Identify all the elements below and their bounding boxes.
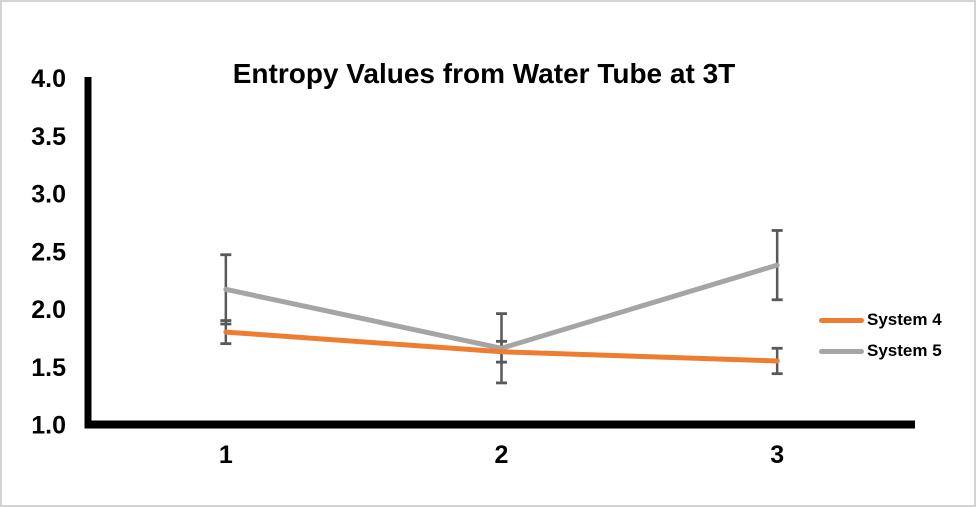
- y-tick-label: 2.5: [31, 238, 66, 266]
- legend-item-system-5: System 5: [819, 340, 942, 362]
- legend-item-system-4: System 4: [819, 309, 942, 331]
- series-line-system-4: [223, 329, 780, 364]
- y-tick-label: 1.5: [31, 354, 66, 382]
- y-tick-label: 2.0: [31, 296, 66, 324]
- legend-label-system-4: System 4: [867, 310, 942, 329]
- legend-label-system-5: System 5: [867, 341, 942, 360]
- x-tick-label: 1: [219, 441, 233, 469]
- y-tick-label: 3.5: [31, 123, 66, 151]
- x-tick-label: 3: [770, 441, 784, 469]
- legend-swatch-system-4-icon: [819, 317, 864, 323]
- y-tick-label: 4.0: [31, 65, 66, 93]
- series-line-system-5: [223, 262, 780, 351]
- y-tick-label: 3.0: [31, 181, 66, 209]
- legend-swatch-system-5-icon: [819, 348, 864, 354]
- y-tick-label: 1.0: [31, 412, 66, 440]
- x-tick-label: 2: [495, 441, 509, 469]
- legend: System 4 System 5: [819, 309, 942, 362]
- chart-title: Entropy Values from Water Tube at 3T: [232, 58, 736, 89]
